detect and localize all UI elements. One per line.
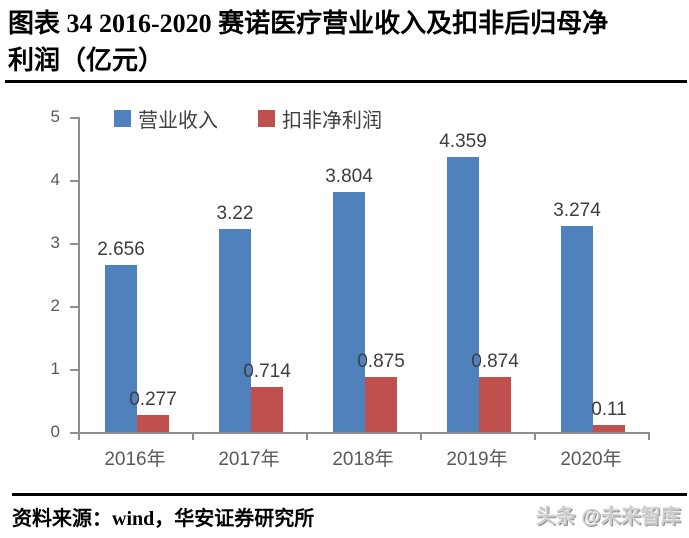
x-axis-tick — [534, 432, 536, 440]
y-axis-tick — [70, 369, 78, 371]
profit-legend-swatch — [258, 110, 275, 127]
title-divider-line — [5, 80, 687, 83]
revenue-bar-2019年 — [447, 157, 479, 432]
y-tick-label: 5 — [50, 107, 60, 126]
revenue-bar-2016年 — [105, 265, 137, 432]
profit-bar-2016年 — [137, 415, 169, 432]
profit-bar-2017年 — [251, 387, 283, 432]
y-tick-label: 0 — [50, 422, 60, 441]
profit-value-label-2017年: 0.714 — [243, 361, 291, 382]
revenue-value-label-2019年: 4.359 — [439, 131, 487, 152]
watermark-text: 头条 @未来智库 — [535, 506, 681, 528]
x-axis-tick — [192, 432, 194, 440]
x-axis-tick — [306, 432, 308, 440]
chart-legend: 营业收入 扣非净利润 — [114, 104, 382, 133]
revenue-legend-label: 营业收入 — [138, 110, 218, 132]
legend-item-profit: 扣非净利润 — [258, 104, 382, 133]
profit-bar-2018年 — [365, 377, 397, 432]
figure-title-line1: 图表 34 2016-2020 赛诺医疗营业收入及扣非后归母净 — [8, 9, 609, 38]
y-axis-tick — [70, 117, 78, 119]
y-axis-tick — [70, 180, 78, 182]
profit-value-label-2020年: 0.11 — [591, 399, 627, 420]
profit-legend-label: 扣非净利润 — [282, 110, 382, 132]
revenue-bar-2017年 — [219, 229, 251, 432]
revenue-value-label-2017年: 3.22 — [216, 203, 254, 224]
profit-bar-2019年 — [479, 377, 511, 432]
profit-value-label-2019年: 0.874 — [471, 351, 519, 372]
x-category-label: 2019年 — [446, 449, 508, 470]
footer-divider-line — [12, 493, 687, 496]
revenue-bar-2020年 — [561, 226, 593, 432]
x-category-label: 2018年 — [332, 449, 394, 470]
profit-value-label-2018年: 0.875 — [357, 351, 405, 372]
y-tick-label: 1 — [50, 359, 60, 378]
y-axis-tick — [70, 243, 78, 245]
y-axis-tick — [70, 432, 78, 434]
x-category-label: 2020年 — [560, 449, 622, 470]
revenue-value-label-2018年: 3.804 — [325, 166, 373, 187]
x-category-label: 2016年 — [104, 449, 166, 470]
revenue-value-label-2020年: 3.274 — [553, 200, 601, 221]
y-tick-label: 2 — [50, 296, 60, 315]
y-axis-line — [78, 117, 80, 434]
x-category-label: 2017年 — [218, 449, 280, 470]
y-tick-label: 4 — [50, 170, 60, 189]
profit-value-label-2016年: 0.277 — [129, 389, 177, 410]
y-axis-tick — [70, 306, 78, 308]
bar-chart: 0 1 2 3 4 5 2016年 2.656 0.277 2017年 3.22 0.714 2018年… — [0, 90, 689, 490]
y-tick-label: 3 — [50, 233, 60, 252]
figure-title: 图表 34 2016-2020 赛诺医疗营业收入及扣非后归母净 利润（亿元） — [8, 5, 685, 79]
revenue-value-label-2016年: 2.656 — [97, 239, 145, 260]
legend-item-revenue: 营业收入 — [114, 104, 218, 133]
data-source-text: 资料来源：wind，华安证券研究所 — [12, 508, 315, 530]
figure-title-line2: 利润（亿元） — [8, 46, 165, 75]
x-axis-tick — [648, 432, 650, 440]
x-axis-line — [78, 432, 650, 434]
profit-bar-2020年 — [593, 425, 625, 432]
revenue-bar-2018年 — [333, 192, 365, 432]
x-axis-tick — [420, 432, 422, 440]
revenue-legend-swatch — [114, 110, 131, 127]
x-axis-tick — [78, 432, 80, 440]
